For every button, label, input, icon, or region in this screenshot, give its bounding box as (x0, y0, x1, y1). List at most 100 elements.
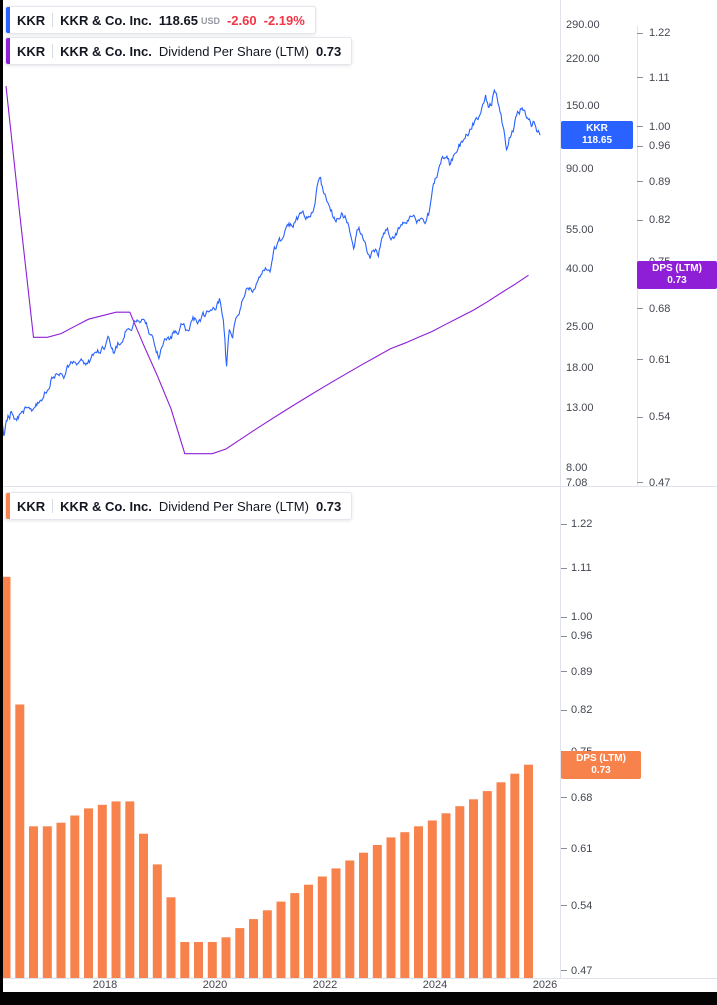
axis-tick-label: 0.68 (637, 302, 670, 316)
legend-company-name: KKR & Co. Inc. (60, 498, 152, 514)
time-axis-label: 2018 (92, 979, 118, 991)
axis-tick-label: 150.00 (566, 100, 600, 113)
legend-indicator-name: Dividend Per Share (LTM) (158, 498, 309, 514)
price-scale-border (560, 0, 561, 978)
tick-dash (561, 797, 567, 799)
axis-tick-label: 0.82 (637, 213, 670, 227)
badge-value: 0.73 (667, 275, 687, 287)
axis-tick-label: 0.96 (637, 139, 670, 153)
badge-symbol: KKR (586, 123, 608, 135)
legend-indicator-name: Dividend Per Share (LTM) (158, 43, 309, 59)
legend-company-name: KKR & Co. Inc. (60, 43, 152, 59)
tick-dash (637, 32, 643, 34)
axis-tick-label: 8.00 (566, 461, 588, 474)
tick-dash (561, 709, 567, 711)
legend-dps-overlay[interactable]: KKR KKR & Co. Inc. Dividend Per Share (L… (5, 37, 353, 65)
tick-dash (561, 616, 567, 618)
legend-change: -2.60 (226, 12, 257, 28)
axis-tick-label: 0.89 (560, 665, 592, 679)
price-line-series[interactable] (1, 88, 541, 437)
time-axis-label: 2020 (202, 979, 228, 991)
panel-separator[interactable] (0, 486, 717, 487)
axis-tick-label: 0.61 (560, 842, 592, 856)
tick-dash (637, 219, 643, 221)
axis-tick-label: 1.11 (637, 71, 670, 85)
axis-tick-label: 0.82 (560, 703, 592, 717)
axis-tick-label: 1.00 (560, 610, 592, 624)
tick-dash (637, 77, 643, 79)
dps-panel-value-badge: DPS (LTM) 0.73 (561, 750, 641, 779)
legend-symbol: KKR (17, 12, 46, 28)
dps-overlay-value-badge: DPS (LTM) 0.73 (637, 261, 717, 290)
legend-last-price: 118.65 (158, 12, 198, 28)
tick-dash (637, 308, 643, 310)
legend-divider (52, 13, 54, 27)
legend-company-name: KKR & Co. Inc. (60, 12, 152, 28)
axis-tick-label: 0.61 (637, 353, 670, 367)
axis-tick-label: 0.96 (560, 629, 592, 643)
tick-dash (637, 145, 643, 147)
time-axis-label: 2026 (532, 979, 558, 991)
axis-tick-label: 0.47 (637, 476, 670, 490)
axis-tick-label: 0.54 (637, 410, 670, 424)
legend-dps-panel[interactable]: KKR KKR & Co. Inc. Dividend Per Share (L… (5, 492, 353, 520)
axis-tick-label: 1.00 (637, 120, 670, 134)
legend-change-percent: -2.19% (263, 12, 305, 28)
legend-currency: USD (200, 16, 220, 26)
dps-axis-bottom[interactable]: 1.221.111.000.960.890.820.750.680.610.54… (560, 486, 717, 978)
time-axis-label: 2022 (312, 979, 338, 991)
left-black-edge (0, 0, 3, 1005)
axis-tick-label: 0.54 (560, 899, 592, 913)
tick-dash (637, 126, 643, 128)
axis-tick-label: 90.00 (566, 163, 594, 176)
dps-bar-series[interactable] (1, 576, 534, 978)
axis-tick-label: 1.11 (560, 561, 592, 575)
axis-tick-label: 1.22 (637, 26, 670, 40)
legend-indicator-value: 0.73 (315, 43, 342, 59)
tick-dash (637, 416, 643, 418)
tick-dash (561, 635, 567, 637)
legend-divider (52, 499, 54, 513)
tick-dash (637, 482, 643, 484)
axis-tick-label: 0.68 (560, 791, 592, 805)
axis-tick-label: 220.00 (566, 53, 600, 66)
dps-overlay-line-series[interactable] (5, 86, 529, 455)
axis-tick-label: 290.00 (566, 19, 600, 31)
price-axis-value-badge: KKR 118.65 (561, 121, 633, 150)
axis-tick-label: 25.00 (566, 321, 594, 334)
axis-tick-label: 1.22 (560, 517, 592, 531)
legend-symbol: KKR (17, 498, 46, 514)
series-color-swatch (6, 493, 10, 519)
bottom-black-bar (0, 992, 717, 1005)
axis-tick-label: 0.89 (637, 175, 670, 189)
axis-tick-label: 55.00 (566, 224, 594, 237)
tick-dash (561, 905, 567, 907)
legend-divider (52, 44, 54, 58)
tick-dash (561, 671, 567, 673)
price-axis[interactable]: 290.00 220.00 150.00 90.00 55.00 40.00 25.00 18… (560, 0, 637, 489)
tick-dash (561, 567, 567, 569)
time-axis-label: 2024 (422, 979, 448, 991)
time-axis[interactable]: 2018 2020 2022 2024 2026 (0, 978, 717, 992)
axis-tick-label: 13.00 (566, 401, 594, 414)
series-color-swatch (6, 7, 10, 33)
axis-tick-label: 18.00 (566, 361, 594, 374)
legend-symbol: KKR (17, 43, 46, 59)
dps-scale-border (637, 26, 638, 486)
badge-value: 118.65 (581, 135, 613, 147)
axis-tick-label: 40.00 (566, 263, 594, 276)
badge-symbol: DPS (LTM) (576, 752, 626, 764)
dps-axis-top[interactable]: 1.221.111.000.960.890.820.750.680.610.54… (637, 0, 717, 489)
tick-dash (561, 970, 567, 972)
legend-price-series[interactable]: KKR KKR & Co. Inc. 118.65 USD -2.60 -2.1… (5, 6, 316, 34)
legend-indicator-value: 0.73 (315, 498, 342, 514)
axis-tick-label: 7.08 (566, 476, 588, 489)
dps-chart-canvas[interactable] (0, 486, 560, 978)
tick-dash (561, 848, 567, 850)
badge-value: 0.73 (591, 764, 611, 776)
series-color-swatch (6, 38, 10, 64)
axis-tick-label: 0.47 (560, 964, 592, 978)
tick-dash (637, 181, 643, 183)
price-chart-canvas[interactable] (0, 0, 560, 486)
